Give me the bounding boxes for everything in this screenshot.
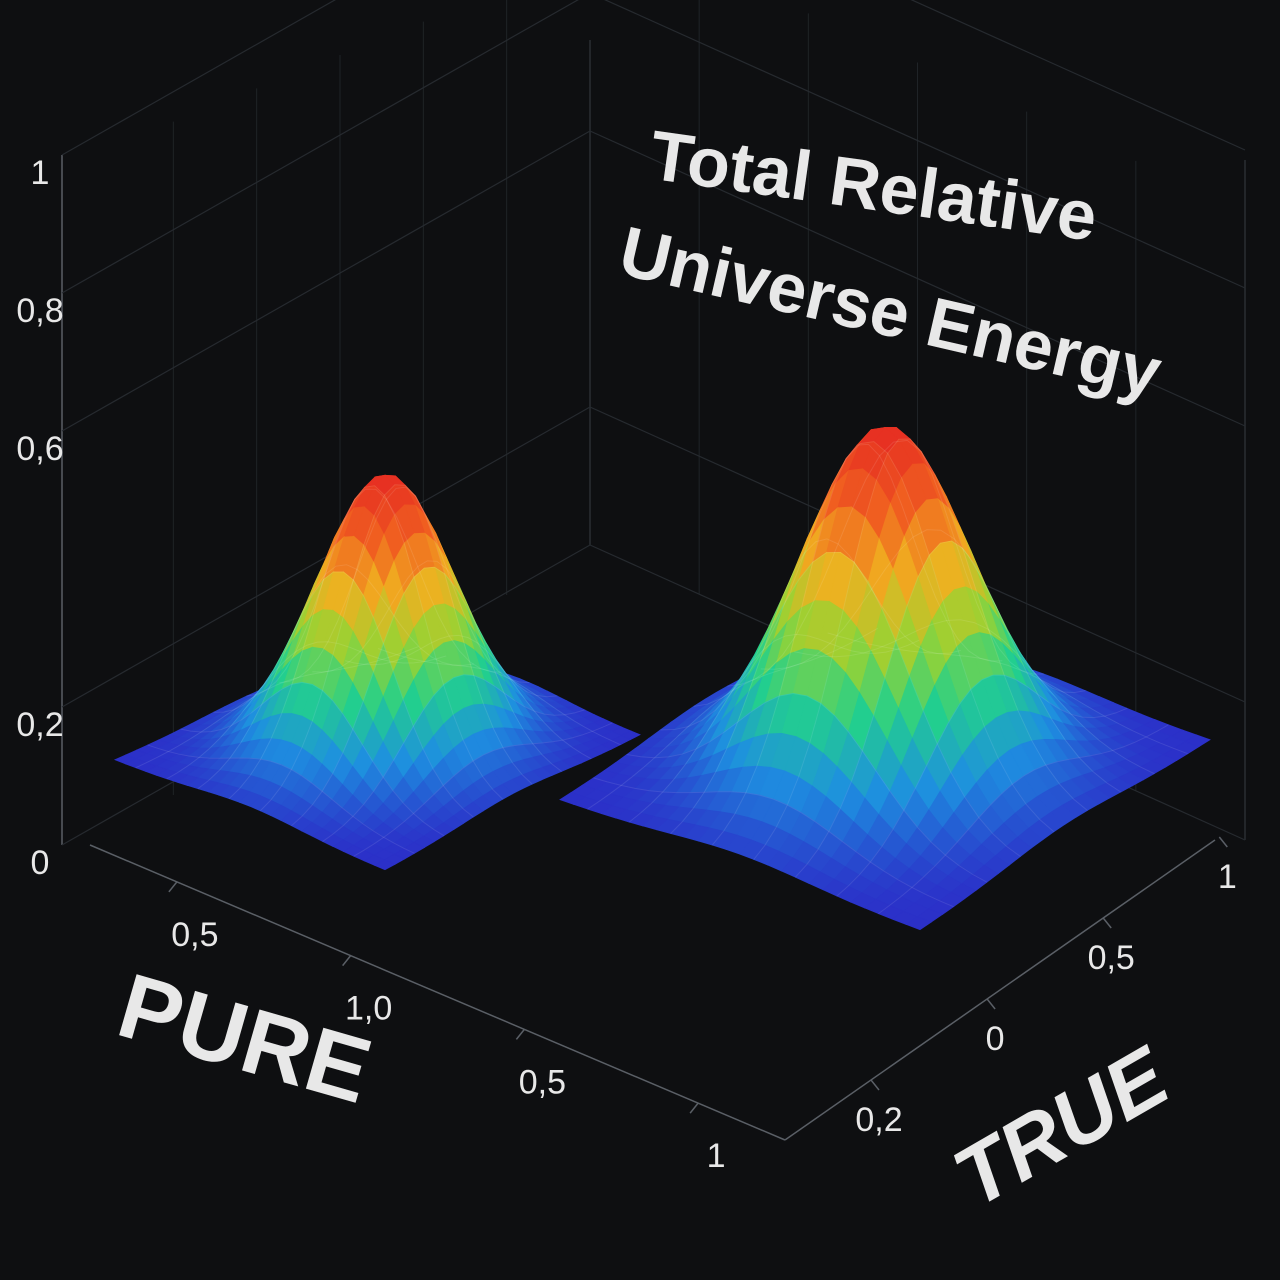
- mesh-line: [228, 488, 502, 799]
- mesh-line: [353, 722, 613, 857]
- mesh-line: [377, 648, 621, 746]
- mesh-line: [693, 441, 1055, 833]
- z-tick-label: 0,8: [16, 292, 63, 330]
- mesh-line: [827, 632, 1188, 755]
- grid-line: [61, 0, 1246, 294]
- mesh-line: [836, 674, 1128, 897]
- y-tick: [1102, 917, 1112, 929]
- mesh-line: [312, 560, 562, 772]
- x-tick-label: 1: [707, 1137, 726, 1175]
- z-tick-label: 1: [31, 154, 50, 192]
- x-tick: [515, 1028, 525, 1040]
- y-tick-label: 0: [986, 1020, 1005, 1058]
- mesh-line: [878, 724, 1169, 915]
- mesh-line: [322, 674, 585, 842]
- mesh-line: [213, 571, 474, 818]
- grid-line: [61, 0, 1246, 156]
- x-tick-label: 1,0: [345, 990, 392, 1028]
- mesh-line: [197, 564, 474, 790]
- mesh-line: [345, 634, 592, 760]
- y-tick-label: 0,2: [855, 1101, 902, 1139]
- mesh-line: [794, 619, 1155, 775]
- mesh-line: [166, 641, 447, 780]
- surface: [559, 426, 1211, 931]
- grid-line: [61, 406, 1246, 708]
- surface: [113, 474, 641, 871]
- z-tick-label: 0: [31, 844, 50, 882]
- y-tick: [870, 1079, 880, 1091]
- mesh-line: [626, 693, 988, 883]
- mesh-line: [246, 485, 504, 800]
- x-tick-label: 0,5: [171, 916, 218, 954]
- mesh-line: [753, 438, 1044, 860]
- mesh-line: [593, 777, 954, 908]
- mesh-line: [711, 443, 1003, 846]
- mesh-line: [180, 681, 445, 837]
- mesh-line: [279, 486, 533, 785]
- x-tick: [168, 881, 178, 893]
- surface-cell: [905, 916, 933, 931]
- mesh-line: [670, 538, 961, 834]
- y-tick-label: 1: [1218, 858, 1237, 896]
- y-tick-label: 0,5: [1088, 939, 1135, 977]
- x-tick: [342, 955, 352, 967]
- axis-line: [89, 844, 786, 1141]
- mesh-line: [795, 540, 1086, 878]
- mesh-line: [628, 633, 920, 823]
- x-tick: [689, 1102, 699, 1114]
- axis-line: [784, 839, 1216, 1141]
- mesh-line: [727, 439, 1088, 811]
- y-tick: [1218, 836, 1228, 848]
- surfaces: [113, 426, 1211, 931]
- mesh-line: [660, 551, 1021, 857]
- mesh-line: [587, 627, 878, 810]
- z-tick-label: 0,2: [16, 706, 63, 744]
- mesh-line: [760, 529, 1122, 793]
- mesh-line: [135, 646, 419, 769]
- y-tick: [986, 998, 996, 1010]
- surface-cell: [373, 859, 396, 871]
- z-tick-label: 0,6: [16, 430, 63, 468]
- grid-line: [61, 130, 1246, 432]
- x-tick-label: 0,5: [519, 1063, 566, 1101]
- mesh-line: [291, 566, 557, 827]
- mesh-line: [260, 484, 530, 812]
- mesh-line: [147, 744, 415, 854]
